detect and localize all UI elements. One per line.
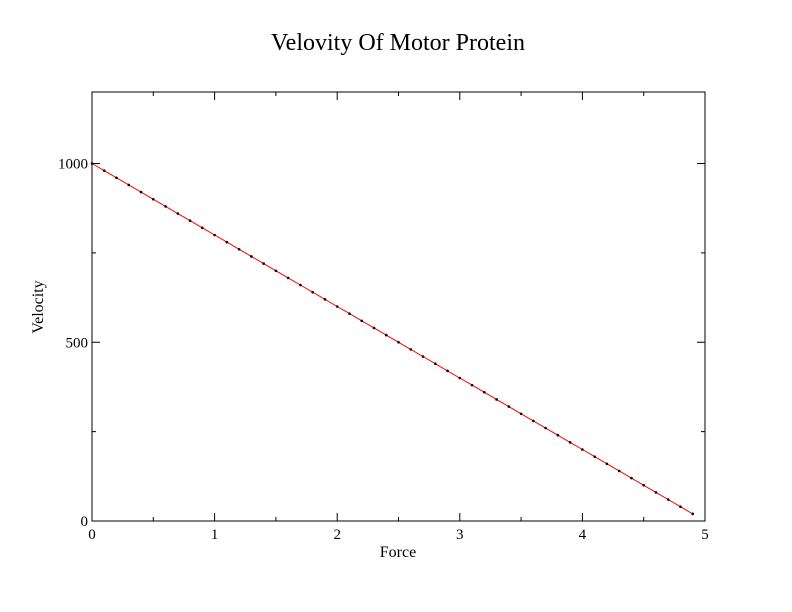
data-point — [372, 326, 376, 330]
data-point — [433, 362, 437, 366]
data-point — [519, 412, 523, 416]
data-point — [593, 455, 596, 458]
data-point — [274, 269, 278, 273]
data-point — [617, 469, 621, 473]
axes: 0 1 2 3 4 5 0 500 1000 — [58, 91, 709, 543]
data-point — [360, 319, 364, 323]
data-point — [152, 197, 155, 201]
data-point — [384, 333, 388, 337]
y-axis-label: Velocity — [30, 280, 47, 333]
data-point — [691, 512, 695, 516]
data-point — [201, 226, 204, 230]
data-point — [164, 205, 167, 208]
data-point — [679, 505, 682, 509]
data-point — [225, 240, 229, 244]
data-point — [556, 433, 560, 437]
data-point — [507, 405, 511, 408]
data-point — [397, 340, 400, 344]
data-point — [458, 376, 462, 380]
data-point — [311, 290, 314, 294]
x-tick-label: 3 — [456, 527, 464, 543]
data-point — [605, 462, 609, 466]
x-tick-label: 1 — [211, 527, 219, 543]
data-point — [213, 233, 216, 237]
data-point — [115, 176, 118, 180]
data-point — [421, 355, 425, 358]
data-point — [335, 305, 339, 308]
data-point — [642, 483, 645, 487]
data-point — [90, 162, 94, 165]
data-point — [237, 248, 241, 251]
data-point — [176, 212, 180, 215]
data-point — [483, 391, 486, 394]
data-point — [495, 398, 498, 401]
data-point — [299, 283, 302, 287]
data-point — [286, 276, 290, 280]
data-point — [544, 426, 547, 430]
data-point — [568, 441, 572, 444]
data-point — [581, 448, 584, 451]
data-point — [250, 255, 253, 258]
x-tick-label: 2 — [333, 527, 341, 543]
data-point — [630, 476, 633, 480]
chart-title: Velovity Of Motor Protein — [271, 30, 525, 56]
data-point — [188, 219, 192, 222]
data-point — [666, 498, 670, 501]
data-point — [102, 169, 106, 172]
data-point — [139, 190, 143, 194]
plot-frame — [91, 91, 706, 522]
data-point — [409, 348, 413, 351]
data-point — [446, 369, 449, 373]
y-tick-label: 500 — [66, 335, 89, 351]
y-tick-label: 0 — [81, 514, 89, 530]
x-tick-label: 0 — [88, 527, 96, 543]
x-axis-label: Force — [380, 544, 416, 561]
data-point — [654, 491, 658, 494]
data-point — [470, 383, 474, 387]
data-point — [323, 298, 327, 301]
y-tick-label: 1000 — [58, 157, 88, 173]
series-group — [90, 162, 695, 516]
data-point — [262, 262, 265, 265]
data-point — [348, 312, 351, 315]
series-line — [91, 163, 693, 515]
data-point — [532, 419, 535, 423]
data-point — [127, 183, 131, 187]
x-tick-label: 4 — [579, 527, 587, 543]
x-tick-label: 5 — [701, 527, 709, 543]
